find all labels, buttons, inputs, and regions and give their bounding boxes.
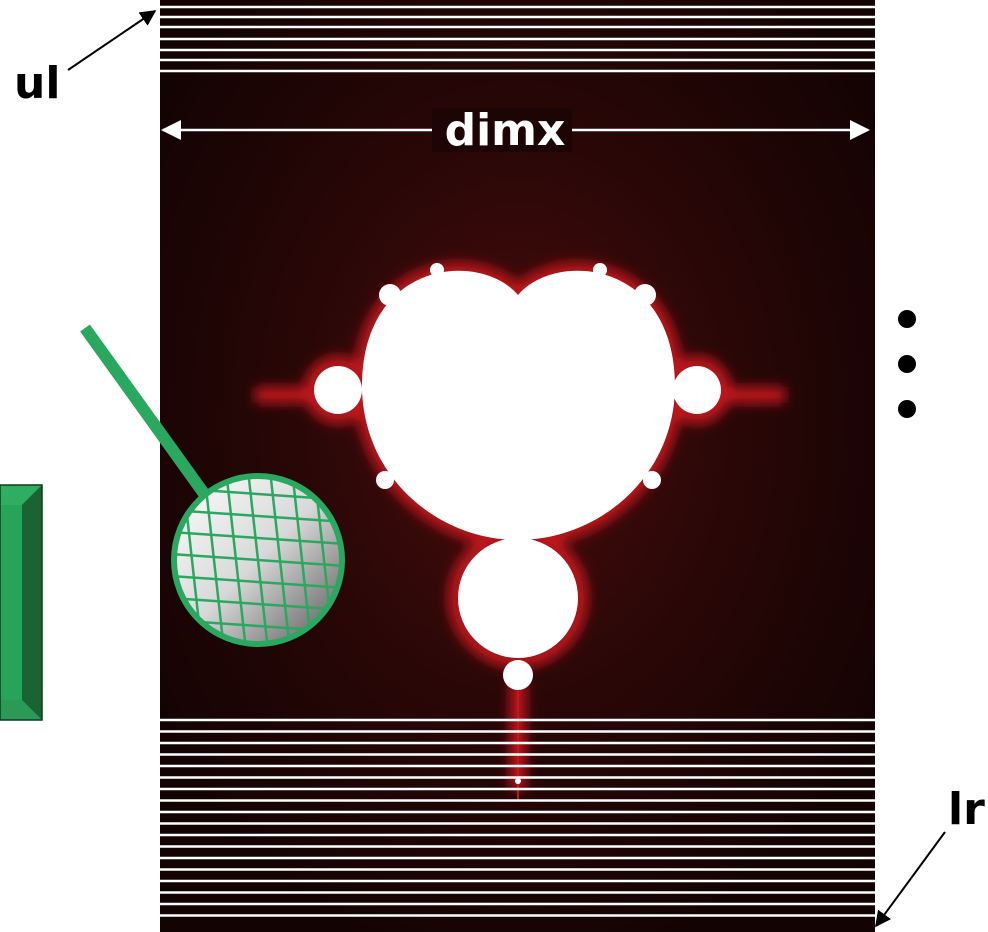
ul-arrow (68, 11, 155, 70)
ellipsis (898, 310, 916, 418)
lr-arrow (876, 832, 945, 926)
diagram: dimx ul lr (0, 0, 988, 932)
dimx-label: dimx (445, 105, 566, 156)
ul-label: ul (14, 58, 60, 109)
display-device (0, 485, 42, 720)
lr-label: lr (948, 784, 985, 835)
